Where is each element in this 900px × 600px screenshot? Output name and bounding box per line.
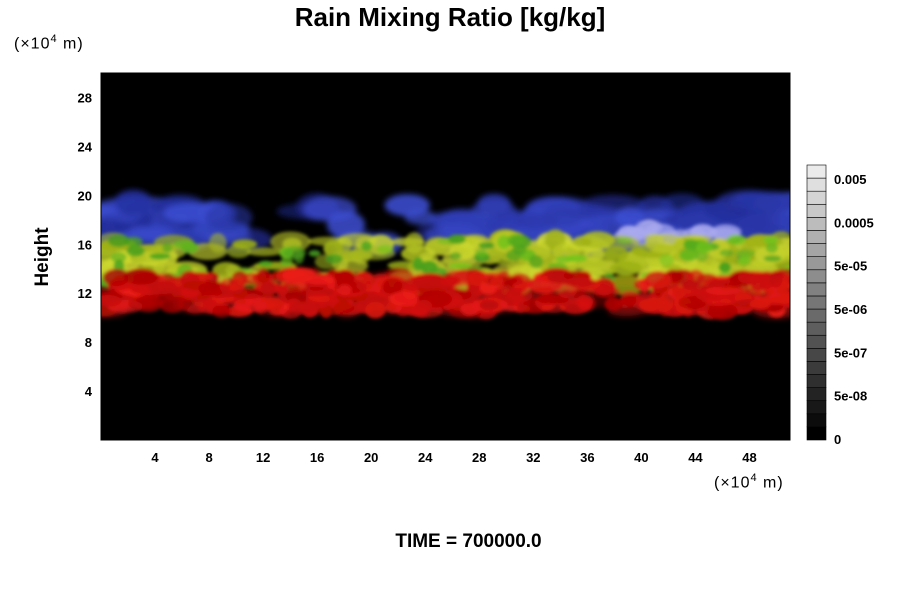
colorbar-swatch	[806, 413, 827, 428]
x-axis-ticks: 4 8 12 16 20 24 28 32 36 40 44 48	[151, 450, 756, 465]
x-tick-label: 12	[256, 450, 270, 465]
x-tick-label: 36	[580, 450, 594, 465]
colorbar-label: 0.005	[834, 172, 867, 187]
y-axis-ticks: 4 8 12 16 20 24 28	[78, 90, 93, 399]
x-tick-label: 4	[151, 450, 159, 465]
y-tick-label: 20	[78, 188, 92, 203]
x-tick-label: 8	[205, 450, 212, 465]
colorbar-swatch	[806, 426, 827, 441]
colorbar-swatch	[806, 230, 827, 244]
colorbar-swatch	[806, 256, 827, 271]
colorbar-swatch	[806, 334, 827, 349]
colorbar-swatch	[806, 308, 827, 323]
y-tick-label: 12	[78, 286, 92, 301]
colorbar-swatch	[806, 177, 827, 192]
colorbar-swatch	[806, 361, 827, 375]
y-tick-label: 24	[78, 139, 93, 154]
x-tick-label: 48	[742, 450, 756, 465]
colorbar-swatch	[806, 387, 827, 402]
colorbar-label: 5e-08	[834, 389, 867, 404]
y-tick-label: 28	[78, 90, 92, 105]
colorbar-swatch	[806, 400, 827, 415]
x-tick-label: 20	[364, 450, 378, 465]
colorbar-swatch	[806, 243, 827, 257]
colorbar-label: 5e-06	[834, 302, 867, 317]
colorbar-swatch	[806, 190, 827, 205]
colorbar-label: 0.0005	[834, 215, 874, 230]
rain-field	[101, 189, 790, 320]
x-tick-label: 40	[634, 450, 648, 465]
colorbar-swatch	[806, 295, 827, 310]
x-tick-label: 16	[310, 450, 324, 465]
colorbar-swatch	[806, 374, 827, 388]
colorbar: 0.005 0.0005 5e-05 5e-06 5e-07 5e-08 0	[806, 164, 874, 447]
colorbar-swatch	[806, 269, 827, 284]
x-tick-label: 32	[526, 450, 540, 465]
x-tick-label: 44	[688, 450, 703, 465]
x-tick-label: 24	[418, 450, 433, 465]
plot-frame	[100, 72, 791, 441]
y-axis-unit: (×104 m)	[14, 33, 84, 53]
colorbar-swatch	[806, 321, 827, 336]
x-tick-label: 28	[472, 450, 486, 465]
x-axis-unit: (×104 m)	[714, 472, 784, 492]
y-tick-label: 16	[78, 237, 92, 252]
y-tick-label: 4	[85, 384, 93, 399]
colorbar-swatch	[806, 217, 827, 231]
colorbar-swatch	[806, 203, 827, 218]
colorbar-label: 0	[834, 432, 841, 447]
time-label: TIME = 700000.0	[395, 531, 542, 552]
colorbar-swatch	[806, 164, 827, 179]
y-tick-label: 8	[85, 335, 92, 350]
colorbar-label: 5e-05	[834, 259, 867, 274]
colorbar-label: 5e-07	[834, 345, 867, 360]
colorbar-swatch	[806, 282, 827, 297]
colorbar-swatch	[806, 348, 827, 362]
chart-title: Rain Mixing Ratio [kg/kg]	[294, 2, 606, 32]
